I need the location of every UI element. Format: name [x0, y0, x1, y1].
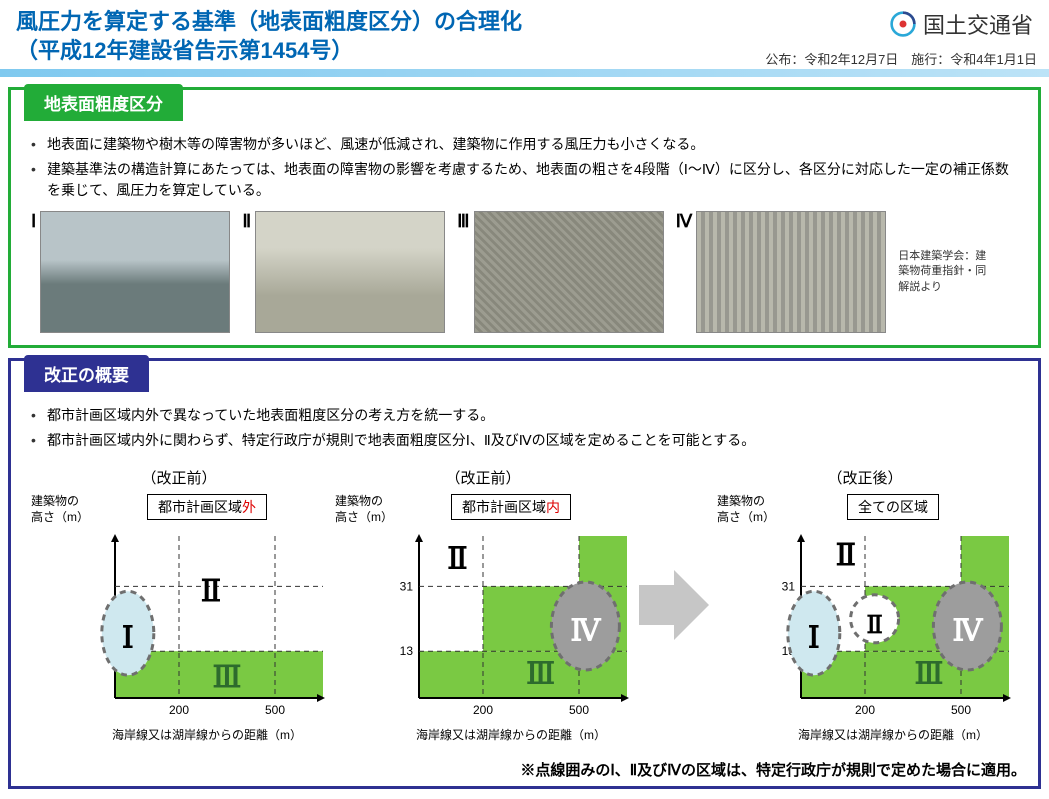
photo-cell-4: Ⅳ — [676, 211, 887, 333]
svg-text:Ⅲ: Ⅲ — [915, 658, 944, 691]
section-roughness: 地表面粗度区分 地表面に建築物や樹木等の障害物が多いほど、風速が低減され、建築物… — [8, 87, 1041, 348]
footnote: ※点線囲みのⅠ、Ⅱ及びⅣの区域は、特定行政庁が規則で定めた場合に適用。 — [11, 755, 1038, 786]
title-underline: 公布：令和2年12月7日 施行：令和4年1月1日 — [0, 69, 1049, 77]
svg-text:500: 500 — [951, 703, 971, 717]
chart3-zone-box: 全ての区域 — [847, 494, 939, 520]
photo-label-4: Ⅳ — [676, 211, 693, 232]
svg-text:Ⅲ: Ⅲ — [213, 661, 242, 694]
svg-text:13: 13 — [400, 644, 414, 658]
svg-text:Ⅳ: Ⅳ — [952, 615, 983, 648]
section-revision-tab: 改正の概要 — [24, 355, 149, 392]
photo-image-4-icon — [696, 211, 886, 333]
photo-image-3-icon — [474, 211, 664, 333]
photo-label-2: Ⅱ — [242, 211, 251, 232]
chart1-svg: 200 500 Ⅰ Ⅱ Ⅲ — [87, 532, 327, 722]
ministry-logo-icon — [889, 10, 917, 38]
arrow-icon — [639, 565, 709, 645]
svg-text:500: 500 — [569, 703, 589, 717]
chart-before-in: （改正前） 建築物の高さ（m） 都市計画区域内 200 500 13 31 Ⅳ Ⅱ Ⅲ 海岸… — [335, 467, 631, 743]
photo-label-1: Ⅰ — [31, 211, 36, 232]
svg-text:Ⅱ: Ⅱ — [447, 543, 467, 576]
svg-text:Ⅲ: Ⅲ — [526, 658, 555, 691]
ministry-text: 国土交通省 — [923, 8, 1033, 40]
section-roughness-tab: 地表面粗度区分 — [24, 84, 183, 121]
publication-dates: 公布：令和2年12月7日 施行：令和4年1月1日 — [765, 49, 1037, 68]
ministry-label: 国土交通省 — [889, 8, 1033, 40]
svg-text:500: 500 — [265, 703, 285, 717]
photo-cell-1: Ⅰ — [31, 211, 230, 333]
chart3-svg: 2005001331ⅠⅡⅣⅡⅢ — [773, 532, 1013, 722]
chart2-svg: 200 500 13 31 Ⅳ Ⅱ Ⅲ — [391, 532, 631, 722]
photo-credit: 日本建築学会：建築物荷重指針・同解説より — [898, 249, 988, 295]
chart1-zone-box: 都市計画区域外 — [147, 494, 267, 520]
svg-text:200: 200 — [855, 703, 875, 717]
section2-bullet-2: 都市計画区域内外に関わらず、特定行政庁が規則で地表面粗度区分Ⅰ、Ⅱ及びⅣの区域を… — [31, 430, 1018, 451]
chart2-zone-box: 都市計画区域内 — [451, 494, 571, 520]
title-line-2: （平成12年建設省告示第1454号） — [16, 37, 889, 66]
svg-text:31: 31 — [782, 580, 796, 594]
title-block: 風圧力を算定する基準（地表面粗度区分）の合理化 （平成12年建設省告示第1454… — [16, 8, 889, 65]
chart-after: （改正後） 建築物の高さ（m） 全ての区域 2005001331ⅠⅡⅣⅡⅢ 海岸… — [717, 467, 1013, 743]
chart-before-out: （改正前） 建築物の高さ（m） 都市計画区域外 200 500 Ⅰ Ⅱ Ⅲ 海岸線又は湖… — [31, 467, 327, 743]
svg-text:Ⅳ: Ⅳ — [570, 615, 601, 648]
section1-bullets: 地表面に建築物や樹木等の障害物が多いほど、風速が低減され、建築物に作用する風圧力… — [31, 134, 1018, 201]
chart-before-title: （改正前） — [31, 467, 327, 488]
chart1-xlabel: 海岸線又は湖岸線からの距離（m） — [87, 726, 327, 743]
section2-bullets: 都市計画区域内外で異なっていた地表面粗度区分の考え方を統一する。 都市計画区域内… — [31, 405, 1018, 451]
section1-bullet-1: 地表面に建築物や樹木等の障害物が多いほど、風速が低減され、建築物に作用する風圧力… — [31, 134, 1018, 155]
svg-text:Ⅰ: Ⅰ — [122, 622, 134, 655]
section2-bullet-1: 都市計画区域内外で異なっていた地表面粗度区分の考え方を統一する。 — [31, 405, 1018, 426]
section-revision: 改正の概要 都市計画区域内外で異なっていた地表面粗度区分の考え方を統一する。 都… — [8, 358, 1041, 789]
chart3-ylabel: 建築物の高さ（m） — [717, 494, 769, 525]
photo-image-1-icon — [40, 211, 230, 333]
svg-text:Ⅱ: Ⅱ — [836, 539, 856, 572]
chart-before-title-2: （改正前） — [335, 467, 631, 488]
chart3-xlabel: 海岸線又は湖岸線からの距離（m） — [773, 726, 1013, 743]
svg-text:200: 200 — [473, 703, 493, 717]
chart2-ylabel: 建築物の高さ（m） — [335, 494, 387, 525]
svg-text:31: 31 — [400, 580, 414, 594]
svg-text:200: 200 — [169, 703, 189, 717]
title-line-1: 風圧力を算定する基準（地表面粗度区分）の合理化 — [16, 8, 889, 37]
photo-image-2-icon — [255, 211, 445, 333]
photo-row: Ⅰ Ⅱ Ⅲ Ⅳ 日本建築学会：建築物荷重指針・同解説より — [31, 211, 1018, 333]
section1-bullet-2: 建築基準法の構造計算にあたっては、地表面の障害物の影響を考慮するため、地表面の粗… — [31, 159, 1018, 201]
chart2-xlabel: 海岸線又は湖岸線からの距離（m） — [391, 726, 631, 743]
chart-after-title: （改正後） — [717, 467, 1013, 488]
chart1-ylabel: 建築物の高さ（m） — [31, 494, 83, 525]
photo-label-3: Ⅲ — [457, 211, 469, 232]
charts-row: （改正前） 建築物の高さ（m） 都市計画区域外 200 500 Ⅰ Ⅱ Ⅲ 海岸線又は湖… — [31, 467, 1018, 743]
svg-text:Ⅱ: Ⅱ — [201, 575, 221, 608]
svg-text:Ⅰ: Ⅰ — [808, 622, 820, 655]
photo-cell-2: Ⅱ — [242, 211, 445, 333]
photo-cell-3: Ⅲ — [457, 211, 663, 333]
svg-text:Ⅱ: Ⅱ — [866, 613, 882, 639]
